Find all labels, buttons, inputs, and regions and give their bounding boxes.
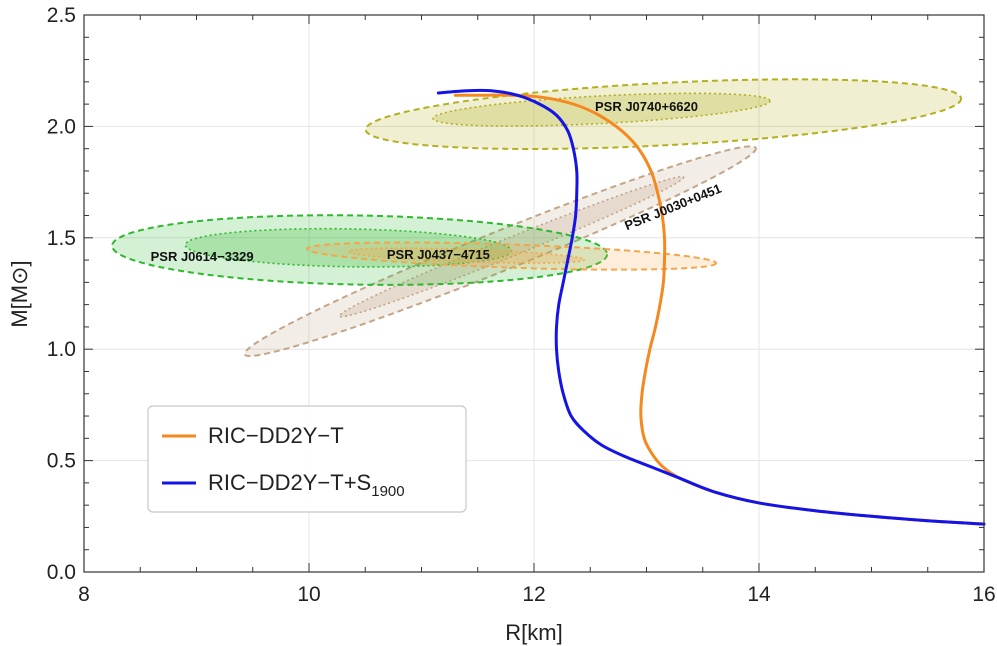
y-tick-label: 1.0 bbox=[47, 338, 76, 361]
legend-label-ric-dd2y-t-s1900: RIC−DD2Y−T+S1900 bbox=[208, 470, 405, 500]
legend-label-main: RIC−DD2Y−T+S bbox=[208, 470, 371, 495]
region-label-psr-j0614-3329: PSR J0614−3329 bbox=[151, 249, 254, 264]
tick-labels: 8 10 12 14 16 0.0 0.5 1.0 1.5 2.0 2.5 bbox=[47, 4, 996, 606]
region-label-psr-j0740-6620: PSR J0740+6620 bbox=[595, 99, 698, 114]
region-inner-psr-j0740-6620 bbox=[432, 92, 771, 127]
pulsar-constraint-regions bbox=[111, 78, 963, 358]
x-axis-label: R[km] bbox=[505, 620, 562, 645]
y-tick-label: 2.5 bbox=[47, 4, 76, 27]
region-outer-psr-j0030-0451 bbox=[243, 145, 757, 358]
region-label-psr-j0437-4715: PSR J0437−4715 bbox=[387, 247, 490, 262]
legend-label-ric-dd2y-t: RIC−DD2Y−T bbox=[208, 423, 344, 448]
y-tick-label: 1.5 bbox=[47, 227, 76, 250]
legend-box bbox=[147, 405, 467, 513]
y-axis-label: M[M⊙] bbox=[7, 260, 32, 327]
x-tick-label: 10 bbox=[297, 583, 320, 606]
x-tick-label: 14 bbox=[747, 583, 771, 606]
y-tick-label: 2.0 bbox=[47, 115, 76, 138]
region-inner-psr-j0030-0451 bbox=[338, 175, 685, 318]
series-line-ric-dd2y-t-s1900 bbox=[436, 88, 986, 526]
legend: RIC−DD2Y−T RIC−DD2Y−T+S1900 bbox=[147, 405, 467, 513]
region-inner-psr-j0437-4715 bbox=[347, 247, 586, 264]
x-tick-label: 12 bbox=[522, 583, 545, 606]
y-tick-label: 0.5 bbox=[47, 450, 76, 473]
axis-ticks bbox=[83, 14, 985, 573]
region-outer-psr-j0437-4715 bbox=[305, 241, 718, 271]
series-curves bbox=[436, 88, 986, 526]
x-tick-label: 16 bbox=[972, 583, 995, 606]
x-tick-label: 8 bbox=[78, 583, 90, 606]
y-tick-label: 0.0 bbox=[47, 561, 76, 584]
legend-label-subscript: 1900 bbox=[371, 483, 404, 500]
